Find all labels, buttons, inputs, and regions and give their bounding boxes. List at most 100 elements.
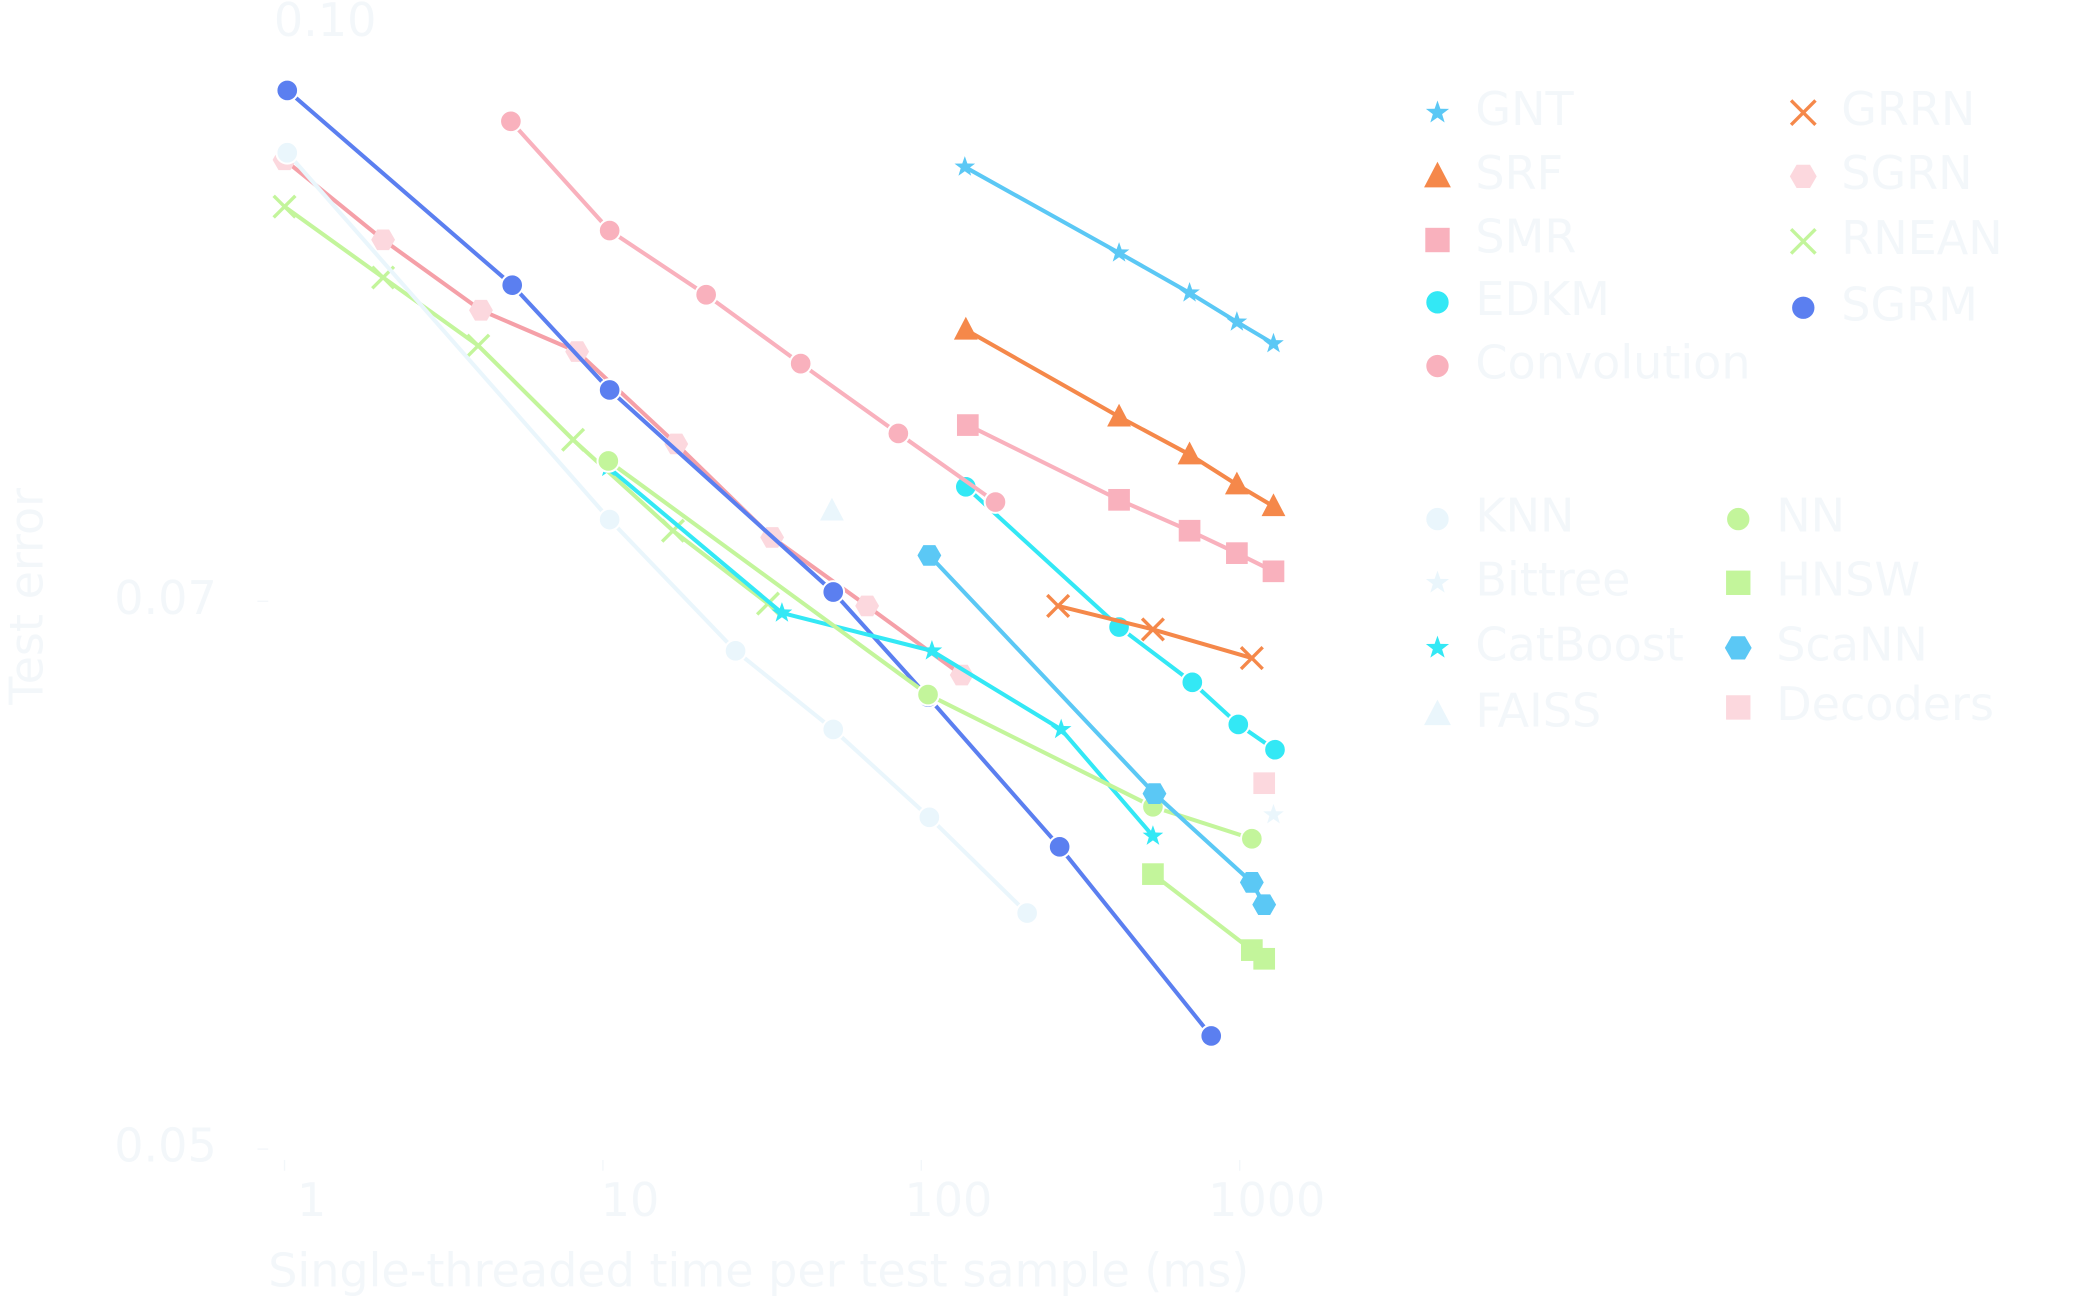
marker xyxy=(855,595,880,617)
legend-marker xyxy=(1425,570,1450,593)
marker-stroke xyxy=(1789,227,1817,255)
chart-title: 0.10 xyxy=(274,0,377,47)
legend-label: CatBoost xyxy=(1475,617,1683,671)
legend-label: ScaNN xyxy=(1776,617,1928,671)
marker xyxy=(1178,519,1201,542)
legend-marker xyxy=(1725,505,1752,533)
marker xyxy=(1107,403,1131,427)
legend-marker xyxy=(1425,635,1450,658)
marker xyxy=(1199,1024,1224,1048)
legend-label: SRF xyxy=(1475,146,1563,200)
legend-marker xyxy=(1790,294,1817,321)
marker xyxy=(596,449,621,473)
marker xyxy=(1050,718,1072,739)
y-tick-label: 0.07 xyxy=(114,571,217,625)
legend-label: KNN xyxy=(1475,489,1574,543)
marker xyxy=(597,507,622,532)
marker xyxy=(886,421,911,446)
marker-stroke xyxy=(1239,646,1264,671)
marker xyxy=(771,602,793,622)
legend-marker xyxy=(1724,636,1752,660)
marker xyxy=(1226,712,1251,737)
marker xyxy=(1263,737,1287,762)
series-line xyxy=(607,459,1253,841)
legend-label: Decoders xyxy=(1776,677,1994,731)
legend-label: GNT xyxy=(1475,82,1574,136)
marker xyxy=(916,682,940,707)
marker xyxy=(469,299,493,321)
marker xyxy=(500,273,525,298)
marker xyxy=(949,664,974,686)
marker xyxy=(1253,772,1276,795)
legend-marker xyxy=(1726,695,1751,720)
marker xyxy=(466,333,491,358)
legend-label: HNSW xyxy=(1776,552,1920,606)
marker xyxy=(1140,617,1165,642)
x-tick-label: 100 xyxy=(904,1173,992,1227)
marker xyxy=(1142,783,1167,804)
marker-stroke xyxy=(660,518,686,543)
marker-stroke xyxy=(1140,617,1165,642)
marker xyxy=(1239,826,1264,851)
legend-label: SGRM xyxy=(1841,277,1978,331)
x-tick-label: 10 xyxy=(601,1173,660,1227)
legend-marker xyxy=(1424,699,1451,726)
legend-marker xyxy=(1789,164,1817,188)
marker xyxy=(1177,441,1202,465)
marker xyxy=(788,351,813,376)
marker xyxy=(953,316,978,340)
legend-label: RNEAN xyxy=(1841,211,2002,265)
marker xyxy=(1239,872,1264,893)
marker xyxy=(723,639,748,663)
legend-marker xyxy=(1424,289,1451,316)
marker xyxy=(917,805,942,830)
legend-marker xyxy=(1425,100,1450,123)
legend-marker xyxy=(1789,99,1817,127)
marker xyxy=(275,78,300,103)
x-axis-label: Single-threaded time per test sample (ms… xyxy=(268,1243,1249,1297)
x-tick-label: 1 xyxy=(297,1173,326,1227)
marker-stroke xyxy=(272,194,297,219)
marker xyxy=(664,433,689,455)
marker xyxy=(921,640,943,660)
marker xyxy=(597,378,622,402)
marker xyxy=(1261,493,1286,517)
marker xyxy=(499,109,523,134)
marker xyxy=(272,194,297,219)
y-tick-label: 0.05 xyxy=(114,1119,217,1173)
legend-marker xyxy=(1789,227,1817,255)
marker xyxy=(821,580,846,604)
marker-stroke xyxy=(561,427,586,452)
marker-stroke xyxy=(466,333,491,358)
marker xyxy=(1263,332,1284,353)
legend-label: FAISS xyxy=(1475,684,1601,738)
series-line xyxy=(509,119,997,504)
marker xyxy=(1108,242,1130,262)
marker xyxy=(1142,863,1164,885)
marker xyxy=(1226,542,1248,564)
marker xyxy=(1253,947,1276,970)
marker xyxy=(1015,901,1039,925)
legend-label: GRRN xyxy=(1841,82,1975,136)
legend-label: Convolution xyxy=(1475,336,1750,390)
marker xyxy=(1142,825,1164,845)
marker xyxy=(1179,281,1200,302)
marker xyxy=(1226,311,1248,331)
marker xyxy=(597,218,622,243)
marker xyxy=(1047,834,1072,859)
legend-label: SGRN xyxy=(1841,146,1972,200)
marker xyxy=(1252,894,1277,915)
marker xyxy=(1046,593,1071,618)
x-tick-label: 1000 xyxy=(1208,1173,1325,1227)
marker xyxy=(371,229,396,251)
marker-stroke xyxy=(1046,593,1071,618)
marker xyxy=(820,497,844,521)
legend-marker xyxy=(1424,352,1451,380)
legend-label: NN xyxy=(1776,489,1845,543)
marker xyxy=(1224,471,1249,495)
y-axis-label: Test error xyxy=(0,488,53,706)
marker xyxy=(694,282,719,307)
series-line xyxy=(283,158,963,677)
marker xyxy=(1263,803,1284,824)
